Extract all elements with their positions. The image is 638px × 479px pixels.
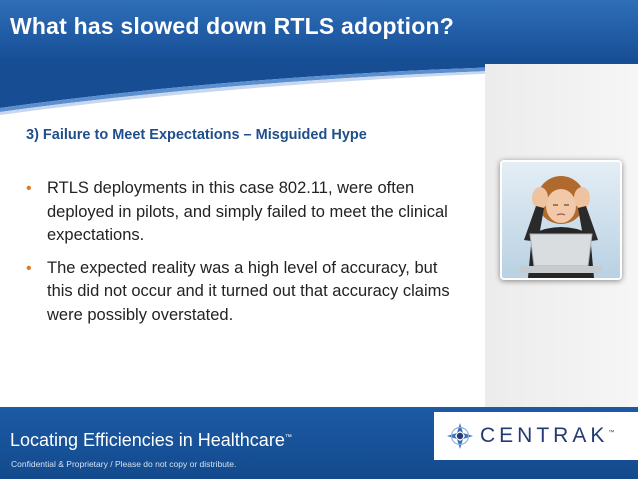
slide-title: What has slowed down RTLS adoption? [10, 13, 454, 39]
bullet-text: RTLS deployments in this case 802.11, we… [47, 179, 448, 244]
bullet-marker: • [26, 180, 32, 197]
footer-confidential-notice: Confidential & Proprietary / Please do n… [11, 459, 237, 469]
centrak-logo: CENTRAK™ [434, 412, 638, 460]
header-swoosh-decoration [0, 58, 638, 115]
footer-tagline-text: Locating Efficiencies in Healthcare [10, 430, 285, 450]
centrak-compass-icon [447, 423, 473, 449]
centrak-trademark: ™ [608, 430, 615, 436]
photo-illustration [502, 162, 620, 278]
bullet-marker: • [26, 259, 32, 277]
bullet-item: • RTLS deployments in this case 802.11, … [26, 177, 456, 248]
slide-subtitle: 3) Failure to Meet Expectations – Misgui… [26, 127, 367, 143]
centrak-wordmark: CENTRAK [480, 424, 609, 447]
slide-header: What has slowed down RTLS adoption? [0, 0, 638, 64]
bullet-item: • The expected reality was a high level … [26, 257, 456, 328]
stressed-woman-laptop-photo [500, 160, 622, 280]
footer-tagline-trademark: ™ [284, 434, 292, 441]
bullet-text: The expected reality was a high level of… [47, 258, 450, 324]
footer-tagline: Locating Efficiencies in Healthcare™ [10, 430, 292, 451]
bullet-list: • RTLS deployments in this case 802.11, … [26, 177, 456, 336]
centrak-logo-text: CENTRAK™ [480, 424, 614, 448]
